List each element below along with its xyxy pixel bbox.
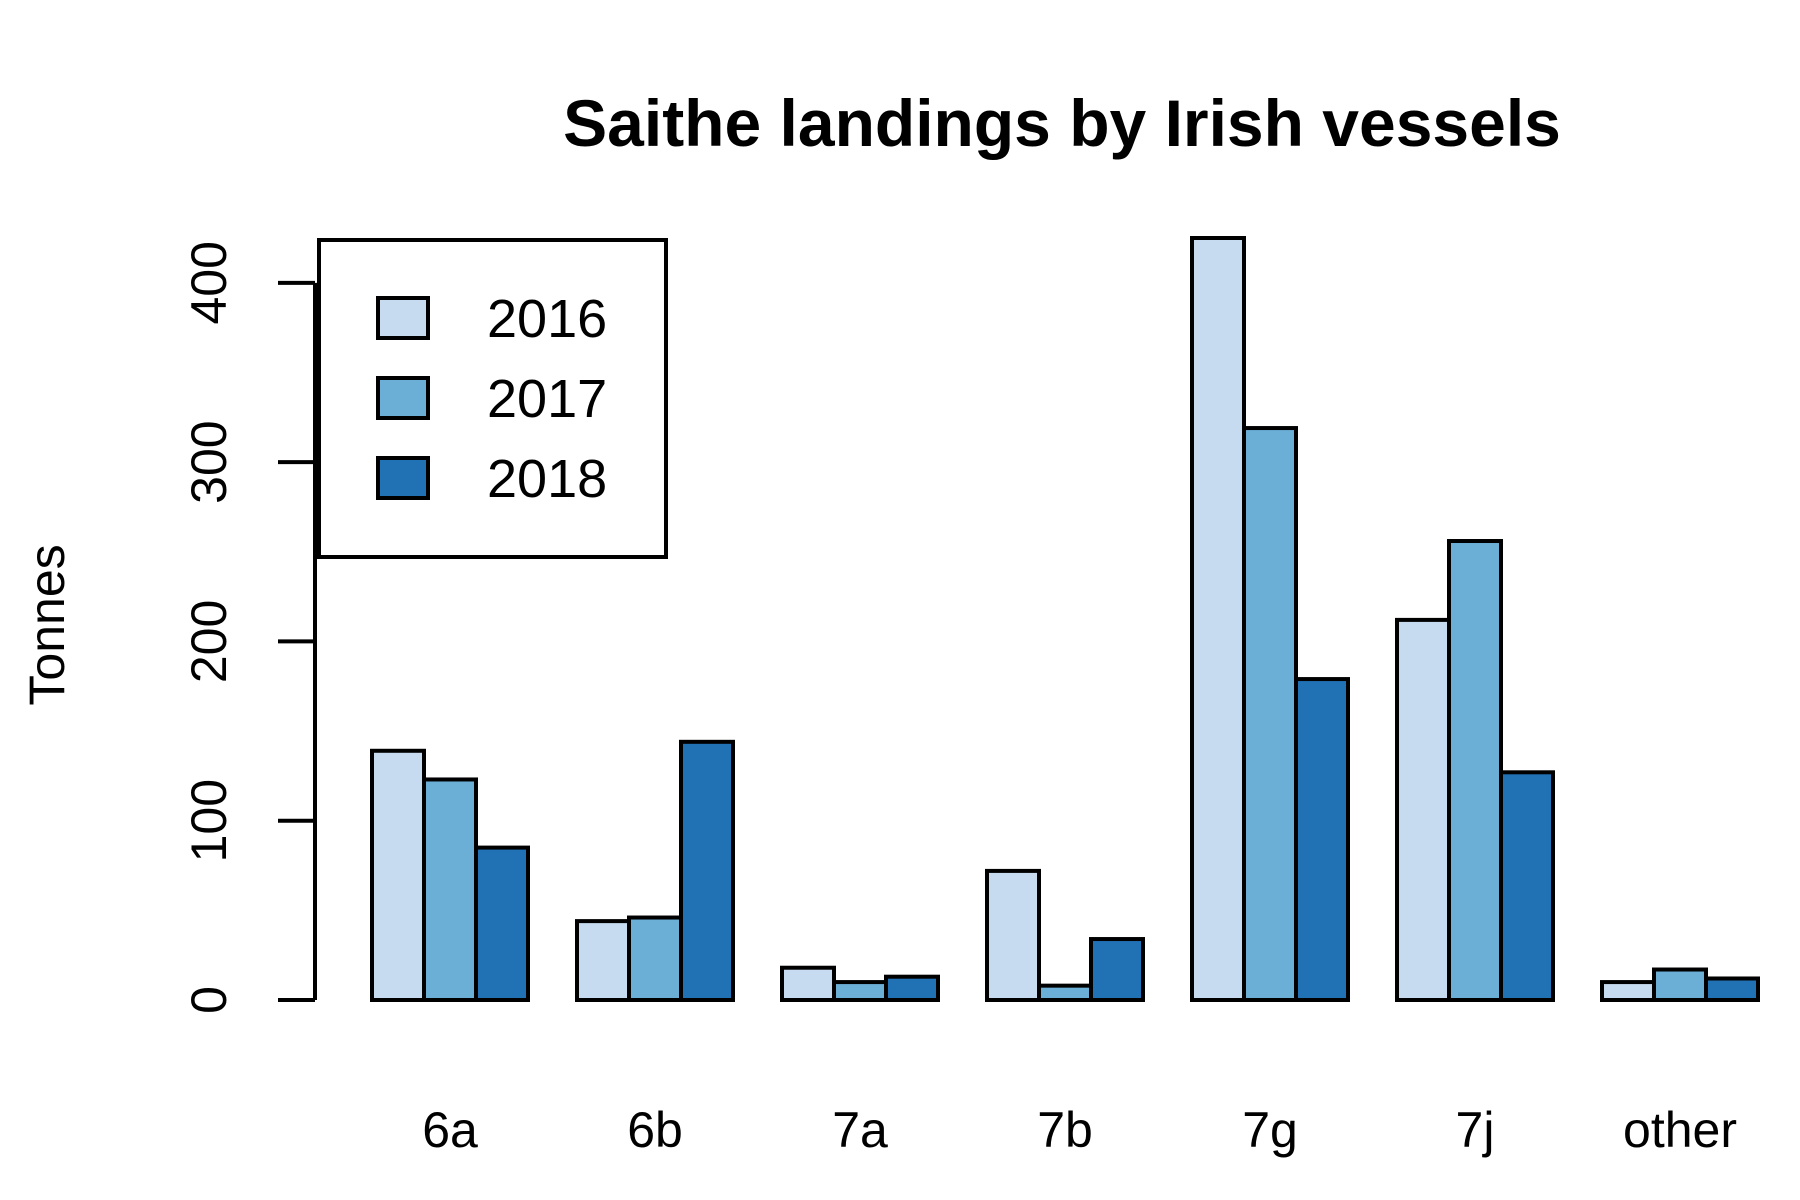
bar-7j-2016	[1395, 617, 1451, 1002]
bar-7g-2017	[1242, 426, 1298, 1002]
y-tick-label: 0	[181, 986, 237, 1014]
bar-6b-2018	[679, 739, 735, 1002]
x-tick-labels: 6a 6b 7a 7b 7g 7j other	[422, 1102, 1737, 1158]
x-tick-label-7g: 7g	[1242, 1102, 1298, 1158]
bar-7a-2017	[832, 980, 888, 1003]
x-tick-label-6b: 6b	[627, 1102, 683, 1158]
legend-label-2018: 2018	[487, 449, 607, 509]
x-tick-label-other: other	[1623, 1102, 1737, 1158]
bar-7b-2017	[1037, 983, 1093, 1003]
bar-6b-2017	[627, 915, 683, 1003]
legend-swatch-2018	[376, 456, 430, 500]
y-tick-label: 300	[181, 420, 237, 503]
x-tick-label-7a: 7a	[832, 1102, 888, 1158]
legend: 2016 2017 2018	[317, 238, 668, 559]
bar-6b-2016	[575, 919, 631, 1003]
x-tick-label-7b: 7b	[1037, 1102, 1093, 1158]
y-axis: 0 100 200 300 400	[181, 241, 317, 1014]
legend-label-2016: 2016	[487, 289, 607, 349]
bar-7b-2018	[1089, 937, 1145, 1002]
bar-other-2016	[1600, 980, 1656, 1003]
bar-7a-2018	[884, 974, 940, 1003]
bar-other-2017	[1652, 967, 1708, 1003]
y-axis-label: Tonnes	[19, 544, 75, 705]
bar-6a-2018	[474, 845, 530, 1002]
legend-swatch-2017	[376, 376, 430, 420]
x-tick-label-6a: 6a	[422, 1102, 478, 1158]
bar-6a-2017	[422, 777, 478, 1003]
bar-7b-2016	[985, 868, 1041, 1003]
bar-7j-2018	[1499, 770, 1555, 1002]
bar-7g-2018	[1294, 677, 1350, 1002]
bar-7a-2016	[780, 965, 836, 1002]
bars	[370, 236, 1760, 1003]
y-tick-label: 400	[181, 241, 237, 324]
legend-label-2017: 2017	[487, 369, 607, 429]
bar-6a-2016	[370, 748, 426, 1003]
x-tick-label-7j: 7j	[1456, 1102, 1495, 1158]
bar-other-2018	[1704, 976, 1760, 1002]
chart-title: Saithe landings by Irish vessels	[563, 86, 1561, 160]
bar-7j-2017	[1447, 539, 1503, 1003]
y-tick-label: 100	[181, 779, 237, 862]
legend-swatch-2016	[376, 296, 430, 340]
bar-7g-2016	[1190, 236, 1246, 1002]
y-tick-label: 200	[181, 600, 237, 683]
